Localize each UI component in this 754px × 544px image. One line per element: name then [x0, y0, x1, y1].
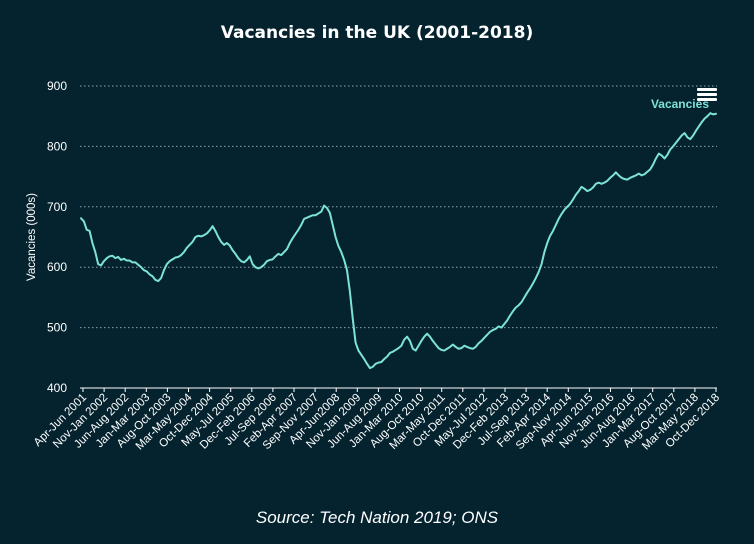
hamburger-menu-icon[interactable] [697, 88, 717, 104]
y-tick-label: 700 [47, 200, 67, 214]
grid-lines [80, 85, 717, 329]
source-caption: Source: Tech Nation 2019; ONS [255, 508, 499, 527]
chart-title: Vacancies in the UK (2001-2018) [221, 23, 533, 43]
y-tick-label: 600 [47, 260, 67, 274]
series-line-vacancies[interactable] [80, 112, 717, 370]
y-tick-label: 800 [47, 139, 67, 153]
y-tick-label: 900 [47, 79, 67, 93]
legend-entry-vacancies[interactable]: Vacancies [651, 97, 709, 111]
y-axis-label: Vacancies (000s) [26, 193, 38, 281]
y-tick-label: 500 [47, 321, 67, 335]
series-group [80, 112, 717, 370]
y-tick-label: 400 [47, 381, 67, 395]
y-axis: 400 500 600 700 800 900 [47, 79, 67, 395]
